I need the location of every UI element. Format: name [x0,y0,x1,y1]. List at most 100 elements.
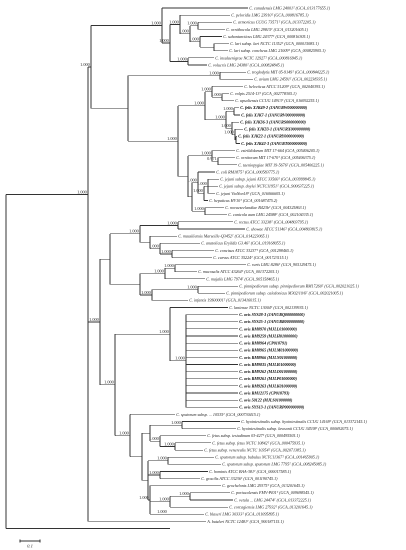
taxon-label: C. volpis 2514-13ᵀ (GCA_002778305.1) [230,91,297,96]
taxon-label: C. hyointestinalis subsp. hyointestinali… [241,419,367,424]
bootstrap-rec_sho: 1.000 [167,220,177,225]
taxon-label: C. lari subsp. concheus LMG 21009ᵀ (GCA_… [229,48,326,53]
bootstrap-felis_c: 1.000 [224,129,234,134]
taxon-label: C. ovis RM9263 (MJLK01000000) [239,383,298,388]
taxon-labels: C. canadensis LMG 24001ᵀ (GCA_013177655.… [176,5,367,523]
taxon-label: C. ovis SYS28-3 (JANURQ000000000) [239,312,305,317]
taxon-label: C. helveticus ATCC 51209ᵀ (GCA_002040395… [244,84,325,89]
bootstrap-hel_up: 1.000 [194,101,204,106]
bootstrap-pinn_group: 1.000 [141,290,151,295]
bootstrap-hel_vol_up: 1.000 [201,87,211,92]
taxon-label: C. insulaenigrae NCTC 12927ᵀ (GCA_000816… [215,55,303,60]
bootstrap-orn_tae: 0.971 [207,156,217,161]
bootstrap-trog_avium: 1.000 [209,71,219,76]
taxon-label: C. peloridis LMG 23910ᵀ (GCA_000816785.1… [231,13,309,18]
taxon-label: C. avium LMG 24591ᵀ (GCA_002238335.1) [254,77,327,82]
taxon-label: C. volucris LMG 24380ᵀ (GCA_000824845.1) [208,62,285,67]
bootstrap-conc_group: 1.000 [149,243,159,248]
bootstrap-cor_bla: 1.000 [157,509,167,514]
taxon-label: C. felis XJK33-1 (JANURX000000000) [244,127,311,132]
bootstrap-nov_can: 1.000 [194,206,204,211]
taxon-label: C. novaezeelandiae B423bᵀ (GCA_004325863… [225,205,306,210]
bootstrap-port_vet: 1.000 [159,497,169,502]
taxon-label: C. ovis RM8966 (MJLN01000000) [239,355,298,360]
taxon-label: C. ornithocola LMG 29815ᵀ (GCA_013201605… [226,27,308,32]
taxon-label: C. sputorum subsp. bubulus NCTC11367ᵀ (G… [215,455,320,460]
taxon-label: C. majalis LMG 7974ᵀ (GCA_905158465.1) [206,276,279,281]
taxon-label: C. vetula ... LMG 24474ᵀ (GCA_013372225.… [234,497,311,502]
bootstrap-felis: 1.000 [215,115,225,120]
taxon-label: C. ovis RM9835 (MJLI01000000) [239,362,296,367]
bootstrap-ovis_major: 1.000 [104,380,114,385]
bootstrap-orn_sub: 1.000 [187,21,197,26]
bootstrap-rectus_group: 1.000 [129,229,139,234]
bootstrap-conc_curv: 1.000 [161,249,171,254]
taxon-label: C. ovis 50122 (MJLS01000000) [239,398,293,403]
taxon-label: C. felis XJK49-2 (JANURW000000000) [240,105,308,110]
taxon-label: C. estrildidarum MIT 17-664 (GCA_0054062… [236,148,320,153]
taxon-label: C. taeniopygiae MIT 19-5676ᵀ (GCA_005406… [238,162,324,167]
bootstrap-lari_inner: 1.000 [159,38,169,43]
bootstrap-vol_up: 1.000 [211,92,221,97]
taxon-label: C. portucalensis FMV-PI01ᵀ (GCA_00969854… [231,490,314,495]
bootstrap-upper_major: 1.000 [80,62,90,67]
bootstrap-jejuni_group: 1.000 [167,136,177,141]
taxon-label: C. hepaticus HV10ᵀ (GCA_001687475.2) [209,198,278,203]
bootstrap-ins_vol: 1.000 [177,56,187,61]
taxon-label: C. ovis RM9262 (MJLO01000000) [239,369,298,374]
taxon-label: C. lari subsp. lari NCTC 11352ᵀ (GCA_000… [230,41,319,46]
taxon-label: C. blaseri LMG 30333ᵀ (GCA_011095895.1) [205,512,279,517]
taxon-label: C. ovis SYS13-1 (JANURP000000000) [239,405,305,410]
taxon-label: C. hyointestinalis subsp. lawsonii CCUG … [237,426,353,431]
taxon-label: C. felis XJK22-1 (JANURY000000000) [238,134,305,139]
bootstrap-geo_group: 1.000 [139,495,149,500]
taxon-label: C. geochelonis LMG 29375ᵀ (GCA_013201645… [222,483,305,488]
taxon-label: C. subantarcticus LMG 24377ᵀ (GCA_000816… [223,34,310,39]
bootstrap-lari_core: 1.000 [179,29,189,34]
taxon-label: C. felis XJK42-3 (JANURT000000000) [241,141,308,146]
bootstrap-hom_grac: 1.000 [149,470,159,475]
taxon-label: C. anatolicus Eryildiz G3.46ᵀ (GCA_01916… [201,241,286,246]
taxon-label: C. infantis 19S00001ᵀ (GCA_013416015.1) [189,298,261,303]
taxon-label: A. butzleri NCTC 12481ᵀ (GCA_900187115.1… [206,519,284,524]
taxon-label: C. ruris LMG 8286ᵀ (GCA_905129475.1) [247,262,316,267]
bootstrap-lari_group: 1.000 [151,20,161,25]
bootstrap-root: 1.000 [77,189,87,194]
bootstrap-jej_sub: 1.000 [197,181,207,186]
bootstrap-lower_major: 1.000 [89,317,99,322]
taxon-label: C. canicola aum LMG 24588ᵀ (GCA_00210433… [228,212,314,217]
taxon-label: C. rectus ATCC 33238ᵀ (GCA_004803795.1) [234,219,309,224]
taxon-label: C. ovis RM8965 (MJLM01000000) [239,348,299,353]
taxon-label: C. pinnipediorum subsp. caledonicus M302… [226,291,344,296]
taxon-label: C. sputorum subsp. ... 10535ᵀ (GCA_00073… [176,412,261,417]
taxon-label: C. concisus ATCC 33237ᵀ (GCA_001298465.1… [215,248,294,253]
taxon-label: C. pinnipediorum subsp. pinnipediorum RM… [239,283,359,288]
taxon-label: C. sputorum subsp. sputorum LMG 7795ᵀ (G… [222,462,327,467]
bootstrap-fetus_group: 1.000 [119,430,129,435]
bootstrap-fetus_pair: 1.000 [164,441,174,446]
taxon-label: C. curvus ATCC 35224ᵀ (GCA_001723115.1) [213,255,288,260]
taxon-label: C. canadensis LMG 24001ᵀ (GCA_013177655.… [249,5,331,10]
taxon-label: C. corcagiensis LMG 27932ᵀ (GCA_01320164… [229,505,313,510]
bootstrap-felis_a: 1.000 [223,106,233,111]
bootstrap-sput_pair: 1.000 [157,456,167,461]
taxon-label: C. fetus subsp. venerealis NCTC 10354ᵀ (… [204,447,306,452]
taxon-label: C. jejuni ViaNon18ᵀ (GCA_016066605.1) [216,191,285,196]
taxon-label: C. jejuni subsp. jejuni ATCC 33560ᵀ (GCA… [220,177,316,182]
bootstrap-mucosalis_group: 1.000 [154,268,164,273]
taxon-label: C. ovis RM9259 (MJLH01000000) [239,333,298,338]
bootstrap-pinn_pair: 1.000 [187,284,197,289]
bootstrap-lari_sub: 1.000 [169,19,179,24]
bootstrap-hyo_pair: 1.000 [171,420,181,425]
taxon-label: C. ovis RM8964 (CP018791) [239,341,288,346]
taxon-label: C. showae ATCC 51146ᵀ (GCA_004803815.1) [246,226,323,231]
taxon-label: C. fetus subsp. testudinum 03-427ᵀ (GCA_… [207,433,300,438]
tree-branches [5,7,253,529]
scale-bar: 0.1 [19,539,41,549]
taxon-label: C. massiliensis Marseille-Q3452ᵀ (GCA_01… [178,234,269,239]
bootstrap-values: 1.0001.0001.0001.0001.0001.0001.0001.000… [77,19,234,514]
bootstrap-port_pair: 1.000 [179,491,189,496]
taxon-label: C. mucosalis ATCC 43264ᵀ (GCA_001372205.… [198,269,279,274]
taxon-label: C. armoricus CCUG 73571ᵀ (GCA_013372205.… [233,20,316,25]
taxon-label: C. troglodytis MIT 05-9149ᵀ (GCA_0008442… [247,70,330,75]
